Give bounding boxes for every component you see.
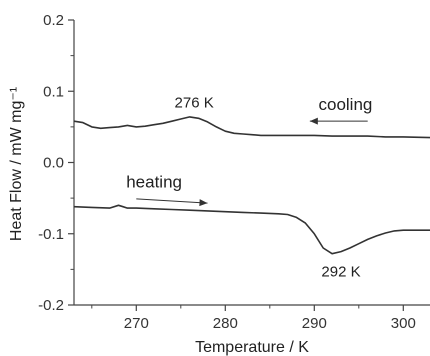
series-line-cooling	[73, 116, 430, 139]
x-tick-label: 300	[391, 315, 416, 332]
arrow-right-icon	[199, 199, 208, 207]
arrow-left-icon	[309, 117, 318, 125]
x-axis-title: Temperature / K	[195, 339, 309, 356]
arrow-shaft	[136, 198, 208, 204]
x-tick-label: 270	[124, 315, 149, 332]
y-tick-label: 0.0	[43, 155, 64, 172]
annotation-label: 276 K	[175, 95, 214, 112]
y-tick-label: -0.1	[38, 226, 64, 243]
annotation-layer: 276 K 292 K cooling heating	[126, 95, 372, 281]
series-line-heating	[73, 204, 430, 255]
x-tick-label: 280	[213, 315, 238, 332]
axes: 0.2 0.1 0.0 -0.1 -0.2 270 280 290 300	[38, 12, 430, 332]
annotation-label: heating	[126, 172, 182, 191]
annotation-label: 292 K	[321, 264, 360, 281]
y-tick-label: 0.2	[43, 12, 64, 29]
y-axis-title: Heat Flow / mW mg⁻¹	[8, 87, 25, 241]
y-tick-label: 0.1	[43, 83, 64, 100]
annotation-label: cooling	[319, 95, 373, 114]
x-tick-label: 290	[302, 315, 327, 332]
series-layer	[73, 116, 430, 255]
y-tick-label: -0.2	[38, 297, 64, 314]
